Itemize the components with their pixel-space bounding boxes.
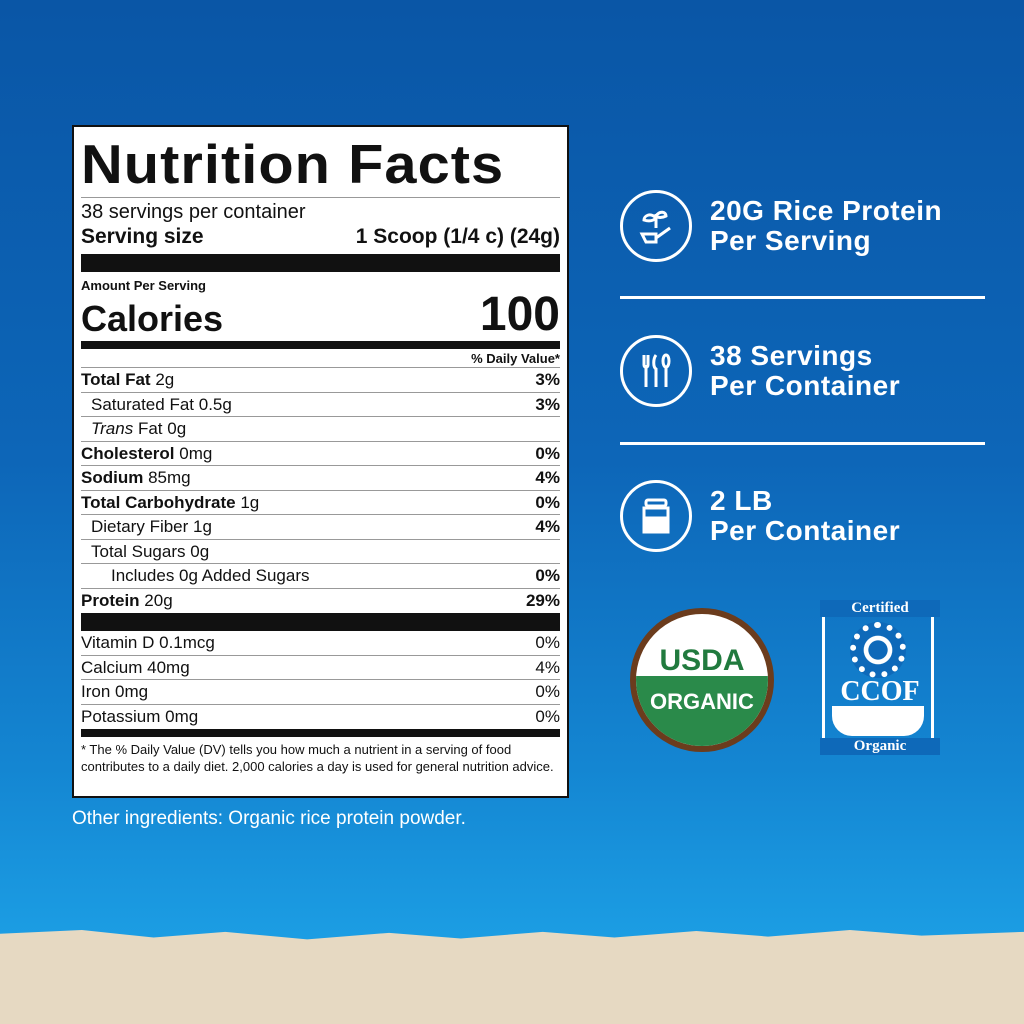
nutrient-row: Cholesterol 0mg 0% <box>81 442 560 466</box>
nutrient-row: Dietary Fiber 1g 4% <box>81 515 560 540</box>
sunflower-icon <box>850 622 906 678</box>
nutrient-row: Saturated Fat 0.5g 3% <box>81 393 560 417</box>
nutrient-row: Total Fat 2g 3% <box>81 368 560 393</box>
daily-value-header: % Daily Value* <box>81 351 560 368</box>
sand-background <box>0 930 1024 1024</box>
servings-per-container: 38 servings per container <box>81 201 306 223</box>
nutrient-row: Includes 0g Added Sugars 0% <box>81 564 560 589</box>
feature-weight: 2 LB Per Container <box>620 480 900 552</box>
amount-per-serving: Amount Per Serving <box>81 278 206 293</box>
plant-scoop-icon <box>620 190 692 262</box>
jar-icon <box>620 480 692 552</box>
utensils-icon <box>620 335 692 407</box>
nutrient-row: Sodium 85mg 4% <box>81 466 560 491</box>
divider <box>620 296 985 299</box>
nutrient-row: Trans Fat 0g <box>81 417 560 442</box>
label-title: Nutrition Facts <box>81 133 505 195</box>
vitamin-row: Vitamin D 0.1mcg 0% <box>81 631 560 656</box>
vitamin-row: Potassium 0mg 0% <box>81 706 560 726</box>
vitamin-row: Calcium 40mg 4% <box>81 656 560 680</box>
divider <box>620 442 985 445</box>
feature-servings: 38 Servings Per Container <box>620 335 900 407</box>
nutrient-row: Total Sugars 0g <box>81 540 560 564</box>
calories: Calories 100 <box>81 288 560 341</box>
feature-protein: 20G Rice Protein Per Serving <box>620 190 942 262</box>
vitamin-row: Iron 0mg 0% <box>81 680 560 705</box>
nutrient-row: Protein 20g 29% <box>81 590 560 610</box>
other-ingredients: Other ingredients: Organic rice protein … <box>72 808 466 829</box>
nutrient-row: Total Carbohydrate 1g 0% <box>81 491 560 515</box>
ccof-certified-organic-logo: Certified CCOF Organic <box>820 600 940 755</box>
nutrition-facts-label: Nutrition Facts 38 servings per containe… <box>72 125 569 798</box>
footnote: * The % Daily Value (DV) tells you how m… <box>81 742 554 774</box>
usda-organic-logo: USDA ORGANIC <box>630 608 774 752</box>
serving-size: Serving size 1 Scoop (1/4 c) (24g) <box>81 225 560 248</box>
